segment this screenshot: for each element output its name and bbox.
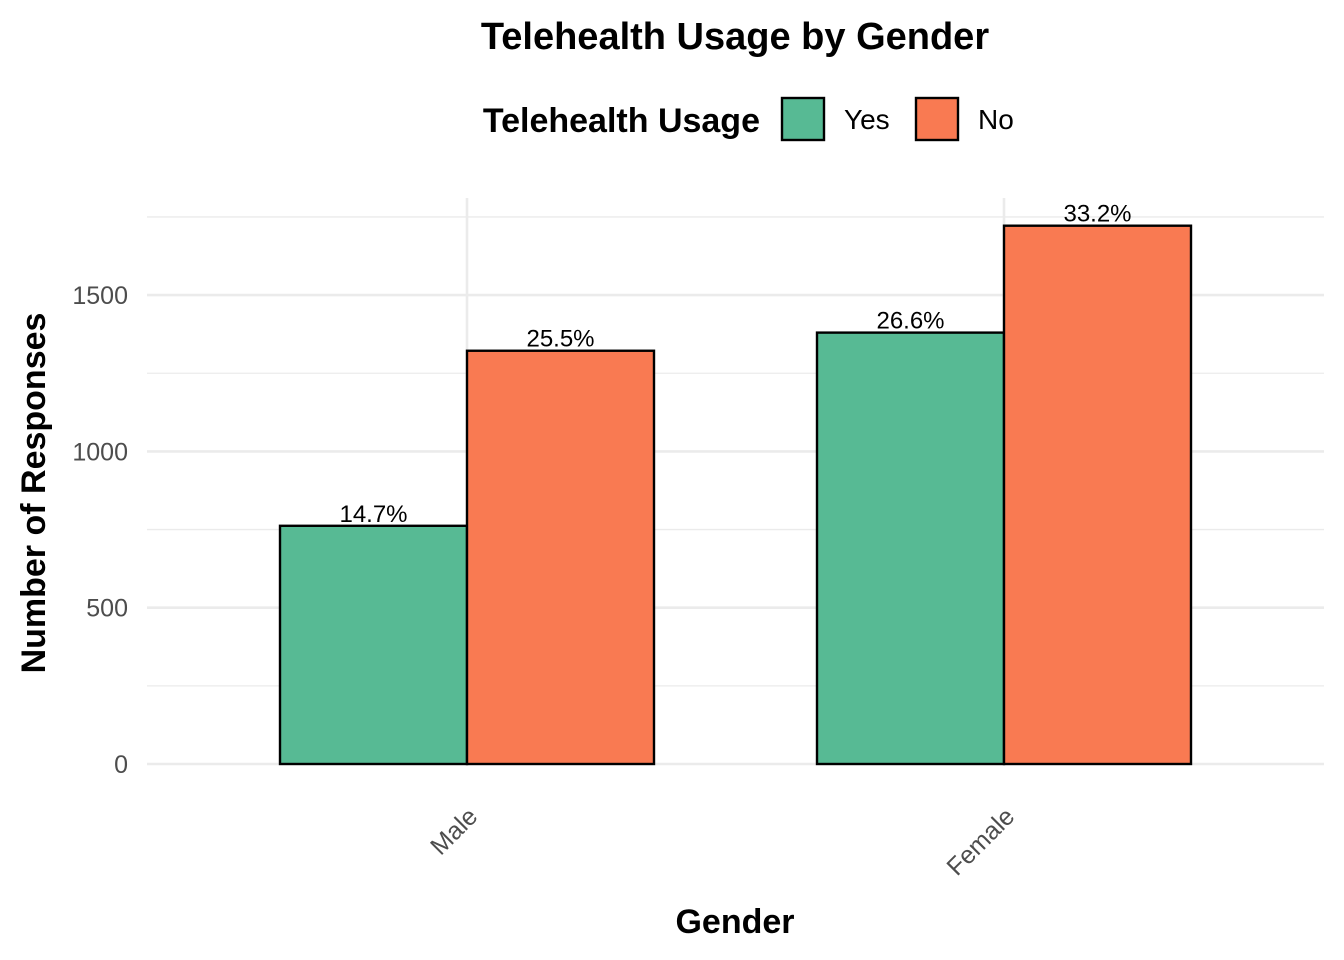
- data-label-female-yes: 26.6%: [876, 308, 944, 335]
- bar-male-yes: [278, 524, 469, 766]
- y-tick-label: 500: [86, 595, 128, 623]
- chart-title: Telehealth Usage by Gender: [481, 16, 989, 58]
- legend-swatch-yes: [780, 96, 826, 142]
- data-label-female-no: 33.2%: [1063, 201, 1131, 228]
- y-axis-title: Number of Responses: [15, 313, 53, 674]
- y-tick-label: 1500: [72, 282, 128, 310]
- x-tick-label: Female: [941, 802, 1020, 881]
- legend-label-yes: Yes: [844, 104, 890, 135]
- x-tick-label: Male: [425, 802, 483, 860]
- y-tick-label: 1000: [72, 438, 128, 466]
- x-axis-title: Gender: [675, 903, 794, 941]
- x-axis-ticks: Male Female: [425, 802, 1020, 881]
- data-label-male-no: 25.5%: [526, 326, 594, 353]
- y-tick-label: 0: [114, 751, 128, 779]
- bar-female-no: [1002, 224, 1193, 766]
- bar-male-no: [465, 349, 656, 766]
- legend-swatch-no: [914, 96, 960, 142]
- legend: Telehealth Usage Yes No: [483, 96, 1014, 142]
- legend-label-no: No: [978, 104, 1014, 135]
- y-axis-ticks: 0 500 1000 1500: [72, 282, 128, 779]
- legend-title: Telehealth Usage: [483, 102, 760, 140]
- bar-female-yes: [815, 331, 1006, 766]
- bars: [278, 224, 1193, 766]
- data-label-male-yes: 14.7%: [339, 501, 407, 528]
- data-labels: 14.7% 25.5% 26.6% 33.2%: [339, 201, 1131, 528]
